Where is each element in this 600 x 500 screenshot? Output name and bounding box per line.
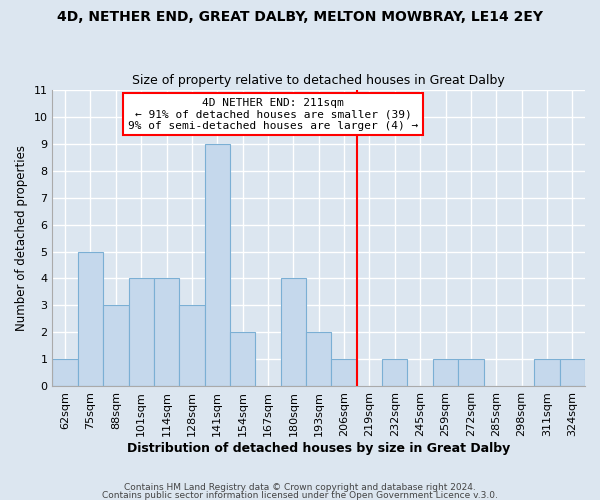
Title: Size of property relative to detached houses in Great Dalby: Size of property relative to detached ho…	[133, 74, 505, 87]
Bar	[331, 360, 357, 386]
Bar	[281, 278, 306, 386]
Bar	[52, 360, 78, 386]
Bar	[205, 144, 230, 386]
Text: 4D, NETHER END, GREAT DALBY, MELTON MOWBRAY, LE14 2EY: 4D, NETHER END, GREAT DALBY, MELTON MOWB…	[57, 10, 543, 24]
Text: Contains HM Land Registry data © Crown copyright and database right 2024.: Contains HM Land Registry data © Crown c…	[124, 484, 476, 492]
Bar	[154, 278, 179, 386]
Bar	[560, 360, 585, 386]
Bar	[306, 332, 331, 386]
Bar	[433, 360, 458, 386]
Bar	[534, 360, 560, 386]
Bar	[230, 332, 256, 386]
Bar	[382, 360, 407, 386]
Bar	[78, 252, 103, 386]
Text: 4D NETHER END: 211sqm
← 91% of detached houses are smaller (39)
9% of semi-detac: 4D NETHER END: 211sqm ← 91% of detached …	[128, 98, 418, 131]
Bar	[103, 306, 128, 386]
Text: Contains public sector information licensed under the Open Government Licence v.: Contains public sector information licen…	[102, 491, 498, 500]
Bar	[128, 278, 154, 386]
Bar	[458, 360, 484, 386]
Bar	[179, 306, 205, 386]
Y-axis label: Number of detached properties: Number of detached properties	[15, 145, 28, 331]
X-axis label: Distribution of detached houses by size in Great Dalby: Distribution of detached houses by size …	[127, 442, 511, 455]
